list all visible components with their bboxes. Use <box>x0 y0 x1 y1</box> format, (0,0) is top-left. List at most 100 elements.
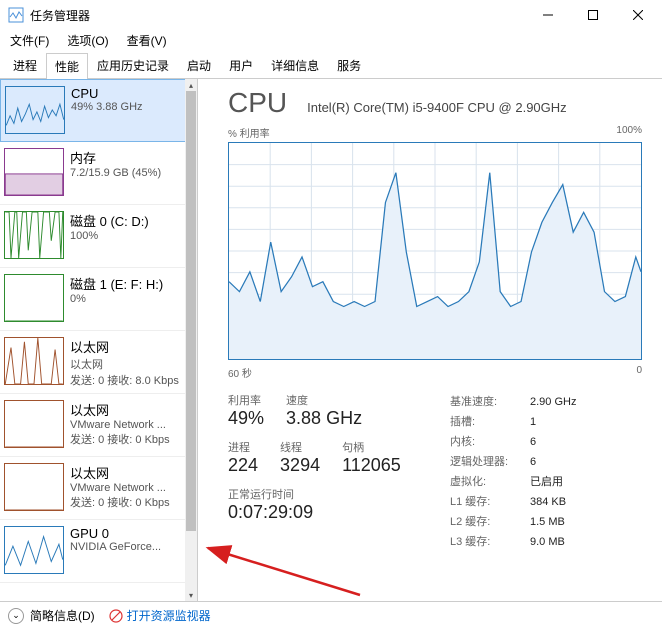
fewer-details-button[interactable]: 简略信息(D) <box>30 607 95 624</box>
sidebar-item-sub: 49% 3.88 GHz <box>71 101 181 113</box>
menu-item[interactable]: 查看(V) <box>123 30 171 51</box>
window-title: 任务管理器 <box>30 7 525 24</box>
sidebar-item-title: 磁盘 1 (E: F: H:) <box>70 274 182 293</box>
sidebar-item-sub: 发送: 0 接收: 0 Kbps <box>70 431 182 447</box>
uptime-value: 0:07:29:09 <box>228 502 420 523</box>
stat-label: 利用率 <box>228 392 264 408</box>
stat-label: 进程 <box>228 439 258 455</box>
sidebar-item-6[interactable]: 以太网VMware Network ...发送: 0 接收: 0 Kbps <box>0 457 186 520</box>
cpu-info-value: 9.0 MB <box>530 532 565 552</box>
sidebar-item-title: 磁盘 0 (C: D:) <box>70 211 182 230</box>
sidebar-mini-chart <box>4 274 64 322</box>
cpu-info-value: 384 KB <box>530 492 566 512</box>
window-controls <box>525 1 660 29</box>
main-panel: CPU Intel(R) Core(TM) i5-9400F CPU @ 2.9… <box>198 79 662 601</box>
sidebar-item-sub: NVIDIA GeForce... <box>70 541 182 553</box>
stat-value: 224 <box>228 455 258 476</box>
sidebar-item-sub: 100% <box>70 230 182 242</box>
cpu-info-value: 6 <box>530 432 536 452</box>
chart-label-max: 100% <box>616 125 642 140</box>
cpu-model-name: Intel(R) Core(TM) i5-9400F CPU @ 2.90GHz <box>307 100 567 115</box>
tab-应用历史记录[interactable]: 应用历史记录 <box>88 52 178 78</box>
resmon-icon <box>109 609 123 623</box>
sidebar-mini-chart <box>4 463 64 511</box>
resmon-link-text: 打开资源监视器 <box>127 607 211 624</box>
sidebar-item-3[interactable]: 磁盘 1 (E: F: H:)0% <box>0 268 186 331</box>
stat-value: 3294 <box>280 455 320 476</box>
tab-用户[interactable]: 用户 <box>220 52 262 78</box>
maximize-button[interactable] <box>570 1 615 29</box>
sidebar-item-7[interactable]: GPU 0NVIDIA GeForce... <box>0 520 186 583</box>
stat-value: 49% <box>228 408 264 429</box>
sidebar-scrollbar[interactable]: ▴ ▾ <box>185 79 197 601</box>
chart-label-0: 0 <box>636 365 642 380</box>
cpu-info-row: L3 缓存:9.0 MB <box>450 532 642 552</box>
sidebar-item-1[interactable]: 内存7.2/15.9 GB (45%) <box>0 142 186 205</box>
sidebar-mini-chart <box>4 526 64 574</box>
tab-服务[interactable]: 服务 <box>328 52 370 78</box>
stat-label: 速度 <box>286 392 362 408</box>
sidebar-item-4[interactable]: 以太网以太网发送: 0 接收: 8.0 Kbps <box>0 331 186 394</box>
cpu-info-row: 基准速度:2.90 GHz <box>450 392 642 412</box>
sidebar-item-title: 内存 <box>70 148 182 167</box>
cpu-info-row: 内核:6 <box>450 432 642 452</box>
cpu-info-key: 基准速度: <box>450 392 530 412</box>
tab-性能[interactable]: 性能 <box>46 53 88 79</box>
cpu-info-key: 内核: <box>450 432 530 452</box>
cpu-info-key: 逻辑处理器: <box>450 452 530 472</box>
stat-label: 线程 <box>280 439 320 455</box>
titlebar: 任务管理器 <box>0 0 662 30</box>
cpu-info-value: 1.5 MB <box>530 512 565 532</box>
sidebar-item-sub: VMware Network ... <box>70 419 182 431</box>
tab-详细信息[interactable]: 详细信息 <box>262 52 328 78</box>
tab-进程[interactable]: 进程 <box>4 52 46 78</box>
scroll-down-arrow[interactable]: ▾ <box>185 589 197 601</box>
sidebar-item-0[interactable]: CPU49% 3.88 GHz <box>0 79 186 142</box>
stat-value: 112065 <box>342 455 401 476</box>
cpu-info-key: 虚拟化: <box>450 472 530 492</box>
sidebar-mini-chart <box>4 211 64 259</box>
cpu-heading: CPU <box>228 87 287 119</box>
sidebar-mini-chart <box>4 337 64 385</box>
sidebar-mini-chart <box>4 400 64 448</box>
cpu-info-row: 插槽:1 <box>450 412 642 432</box>
uptime-label: 正常运行时间 <box>228 486 420 502</box>
sidebar-item-2[interactable]: 磁盘 0 (C: D:)100% <box>0 205 186 268</box>
scroll-up-arrow[interactable]: ▴ <box>185 79 197 91</box>
sidebar-item-sub: 以太网 <box>70 356 182 372</box>
cpu-info-key: L3 缓存: <box>450 532 530 552</box>
content-area: CPU49% 3.88 GHz内存7.2/15.9 GB (45%)磁盘 0 (… <box>0 79 662 601</box>
cpu-utilization-chart <box>228 142 642 360</box>
cpu-info-row: 虚拟化:已启用 <box>450 472 642 492</box>
sidebar-item-sub: VMware Network ... <box>70 482 182 494</box>
fewer-details-icon[interactable]: ⌄ <box>8 608 24 624</box>
close-button[interactable] <box>615 1 660 29</box>
app-icon <box>8 7 24 23</box>
stat-value: 3.88 GHz <box>286 408 362 429</box>
open-resource-monitor-link[interactable]: 打开资源监视器 <box>109 607 211 624</box>
sidebar-item-sub: 发送: 0 接收: 0 Kbps <box>70 494 182 510</box>
sidebar-item-title: GPU 0 <box>70 526 182 541</box>
sidebar-mini-chart <box>4 148 64 196</box>
sidebar-item-title: 以太网 <box>70 463 182 482</box>
menu-item[interactable]: 选项(O) <box>63 30 112 51</box>
cpu-info-row: L2 缓存:1.5 MB <box>450 512 642 532</box>
chart-label-60s: 60 秒 <box>228 365 252 380</box>
sidebar-mini-chart <box>5 86 65 134</box>
cpu-info-value: 2.90 GHz <box>530 392 576 412</box>
tab-启动[interactable]: 启动 <box>178 52 220 78</box>
menu-item[interactable]: 文件(F) <box>6 30 53 51</box>
sidebar-item-title: 以太网 <box>70 400 182 419</box>
sidebar-item-title: CPU <box>71 86 181 101</box>
tab-strip: 进程性能应用历史记录启动用户详细信息服务 <box>0 52 662 79</box>
cpu-info-value: 1 <box>530 412 536 432</box>
sidebar-item-title: 以太网 <box>70 337 182 356</box>
sidebar-item-sub: 0% <box>70 293 182 305</box>
sidebar-item-5[interactable]: 以太网VMware Network ...发送: 0 接收: 0 Kbps <box>0 394 186 457</box>
stat-label: 句柄 <box>342 439 401 455</box>
scroll-thumb[interactable] <box>186 91 196 531</box>
chart-label-util: % 利用率 <box>228 125 270 140</box>
sidebar-item-sub: 7.2/15.9 GB (45%) <box>70 167 182 179</box>
minimize-button[interactable] <box>525 1 570 29</box>
cpu-info-key: 插槽: <box>450 412 530 432</box>
